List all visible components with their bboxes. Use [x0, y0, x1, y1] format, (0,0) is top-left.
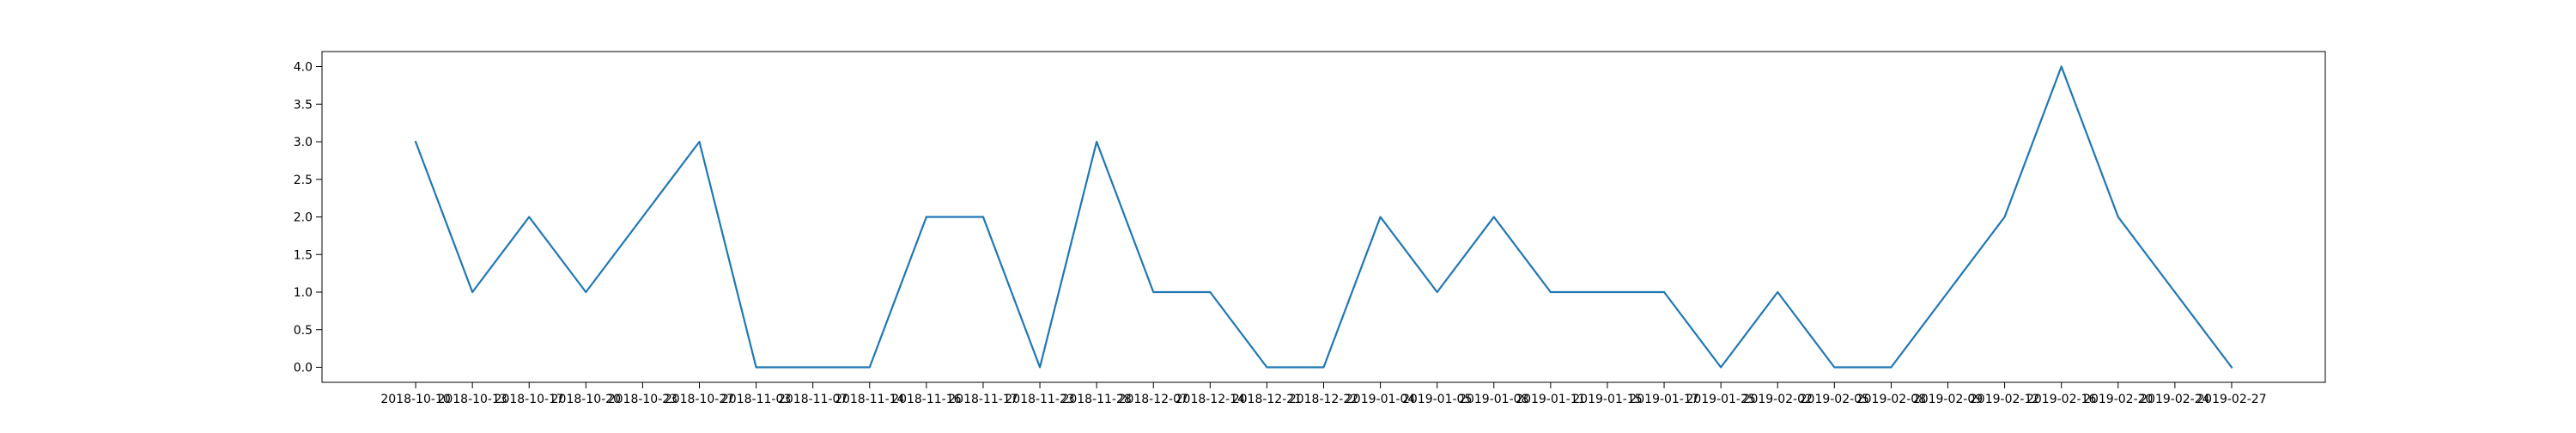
x-tick-label: 2019-02-27 [2196, 393, 2266, 406]
y-tick-label: 3.5 [294, 98, 313, 112]
x-axis: 2018-10-102018-10-132018-10-172018-10-20… [380, 382, 2266, 406]
y-tick-label: 0.0 [294, 362, 313, 375]
y-tick-label: 2.0 [294, 211, 313, 225]
y-tick-label: 0.5 [294, 324, 313, 338]
y-tick-label: 4.0 [294, 61, 313, 75]
series-layer [416, 66, 2232, 367]
y-tick-label: 3.0 [294, 136, 313, 149]
y-axis: 0.0 0.5 1.0 1.5 2.0 2.5 3.0 3.5 4.0 [294, 61, 322, 375]
y-tick-label: 2.5 [294, 174, 313, 187]
y-tick-label: 1.5 [294, 248, 313, 262]
plot-frame [322, 52, 2325, 382]
series-line-0 [416, 67, 2232, 368]
y-tick-label: 1.0 [294, 286, 313, 300]
